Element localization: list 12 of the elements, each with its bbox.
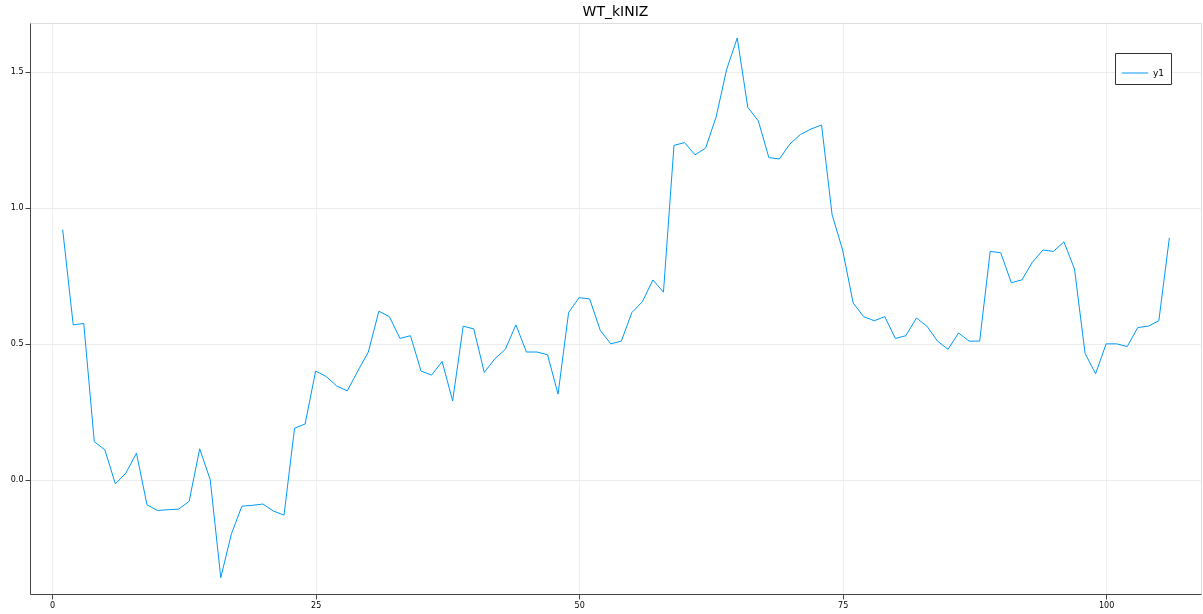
x-tick-label: 25	[311, 600, 322, 610]
x-tick-label: 75	[838, 600, 849, 610]
x-tick-label: 100	[1099, 600, 1115, 610]
y-tick-label: 1.5	[10, 67, 24, 77]
y-tick-label: 1.0	[10, 203, 24, 213]
x-tick-label: 50	[574, 600, 585, 610]
y-tick-label: 0.5	[10, 339, 24, 349]
x-tick-label: 0	[50, 600, 56, 610]
line-series	[62, 37, 1170, 579]
chart-title: WT_kINIZ	[582, 3, 649, 19]
legend-label: y1	[1153, 68, 1165, 78]
y-tick-label: 0.0	[10, 475, 24, 485]
